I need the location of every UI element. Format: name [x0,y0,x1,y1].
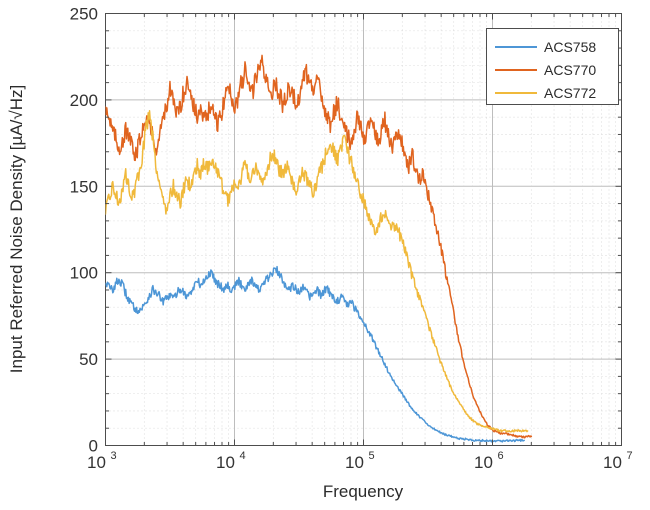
y-tick-label: 150 [70,177,98,196]
svg-text:3: 3 [110,450,116,462]
y-axis-tick-labels: 0 50 100 150 200 250 [70,5,98,456]
x-axis-ticks [105,13,622,446]
y-tick-label: 0 [89,437,98,456]
series-line-acs758 [105,265,525,443]
x-tick-label: 10 5 [345,450,375,472]
x-axis-tick-labels: 10 3 10 4 10 5 10 6 10 7 [87,450,633,472]
legend-label-acs758: ACS758 [544,39,596,55]
svg-text:10: 10 [474,453,493,472]
y-axis-ticks [105,13,622,446]
svg-text:5: 5 [368,450,374,462]
x-tick-label: 10 3 [87,450,117,472]
x-axis-title: Frequency [323,482,404,501]
y-tick-label: 250 [70,5,98,24]
legend-label-acs772: ACS772 [544,85,596,101]
legend-box [486,28,619,105]
series-line-acs772 [105,110,529,433]
y-tick-label: 200 [70,91,98,110]
y-tick-label: 50 [79,350,98,369]
svg-text:10: 10 [603,453,622,472]
series-line-acs770 [105,54,533,439]
data-series-group [105,54,533,443]
legend-items: ACS758 ACS770 ACS772 [495,39,596,101]
svg-text:4: 4 [239,450,245,462]
svg-text:6: 6 [497,450,503,462]
svg-text:7: 7 [626,450,632,462]
svg-text:10: 10 [87,453,106,472]
chart-legend[interactable]: ACS758 ACS770 ACS772 [486,28,619,105]
y-axis-title: Input Referred Noise Density [µA/√Hz] [7,85,26,373]
svg-text:10: 10 [345,453,364,472]
legend-label-acs770: ACS770 [544,62,596,78]
svg-text:10: 10 [216,453,235,472]
y-tick-label: 100 [70,264,98,283]
x-tick-label: 10 6 [474,450,504,472]
x-tick-label: 10 7 [603,450,633,472]
x-tick-label: 10 4 [216,450,246,472]
